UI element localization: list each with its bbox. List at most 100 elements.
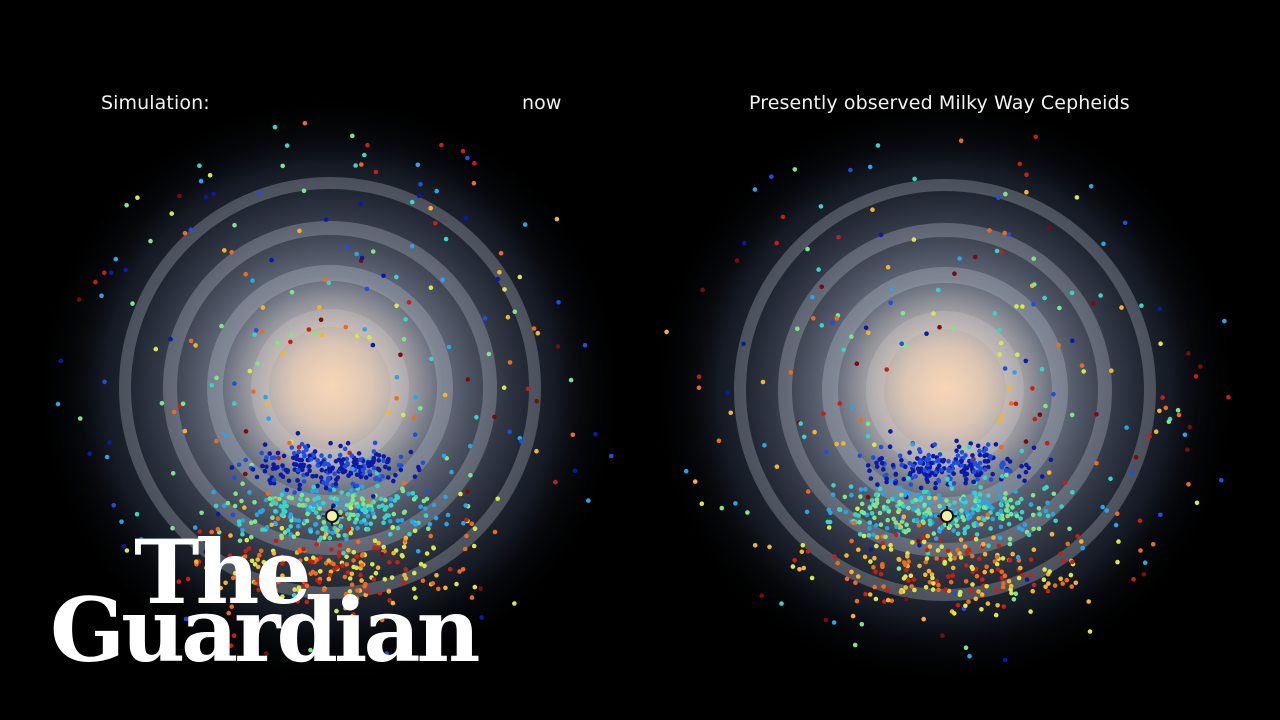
cepheid-point — [337, 452, 343, 458]
cepheid-point — [849, 538, 854, 544]
cepheid-point — [1116, 539, 1121, 544]
cepheid-point — [396, 463, 402, 468]
cepheid-point — [998, 444, 1004, 450]
cepheid-point — [398, 467, 404, 473]
cepheid-point — [255, 577, 260, 583]
cepheid-point — [395, 559, 400, 565]
cepheid-point — [1009, 401, 1014, 406]
cepheid-point — [243, 471, 248, 477]
cepheid-point — [1011, 597, 1017, 602]
cepheid-point — [692, 479, 698, 484]
cepheid-point — [866, 533, 872, 538]
cepheid-point — [169, 211, 174, 216]
cepheid-point — [1053, 518, 1058, 524]
cepheid-point — [77, 416, 83, 421]
cepheid-point — [1036, 526, 1042, 532]
cepheid-point — [177, 404, 183, 409]
cepheid-point — [371, 511, 376, 516]
cepheid-point — [463, 503, 469, 508]
cepheid-point — [878, 486, 883, 492]
cepheid-point — [254, 512, 260, 517]
cepheid-point — [978, 485, 983, 490]
cepheid-point — [1059, 504, 1064, 509]
cepheid-point — [915, 456, 920, 461]
cepheid-point — [280, 573, 285, 578]
cepheid-point — [664, 329, 669, 335]
cepheid-point — [311, 502, 316, 508]
cepheid-point — [923, 559, 929, 565]
cepheid-point — [1060, 581, 1065, 586]
cepheid-point — [916, 492, 921, 498]
cepheid-point — [231, 633, 237, 638]
cepheid-point — [278, 504, 284, 509]
cepheid-point — [967, 514, 973, 520]
cepheid-point — [318, 475, 324, 480]
cepheid-point — [871, 532, 876, 537]
cepheid-point — [767, 544, 772, 550]
cepheid-point — [834, 441, 839, 447]
cepheid-point — [449, 469, 454, 475]
cepheid-point — [243, 548, 249, 554]
cepheid-point — [428, 285, 434, 291]
cepheid-point — [364, 589, 370, 594]
cepheid-point — [907, 461, 913, 466]
cepheid-point — [383, 497, 388, 503]
cepheid-point — [345, 440, 351, 446]
cepheid-point — [762, 443, 767, 448]
cepheid-point — [255, 361, 260, 366]
cepheid-point — [327, 535, 333, 541]
cepheid-point — [908, 482, 914, 487]
cepheid-point — [232, 503, 238, 509]
cepheid-point — [790, 564, 796, 569]
cepheid-point — [284, 143, 290, 148]
cepheid-point — [244, 537, 250, 543]
cepheid-point — [401, 412, 406, 418]
cepheid-point — [291, 455, 296, 461]
cepheid-point — [507, 429, 512, 435]
cepheid-point — [168, 336, 173, 342]
cepheid-point — [873, 596, 879, 602]
cepheid-point — [976, 498, 982, 504]
cepheid-point — [322, 461, 328, 466]
cepheid-point — [188, 227, 194, 232]
cepheid-point — [326, 280, 332, 286]
cepheid-point — [240, 531, 245, 537]
cepheid-point — [999, 413, 1005, 419]
cepheid-point — [881, 599, 887, 604]
cepheid-point — [180, 401, 186, 407]
cepheid-point — [223, 580, 228, 586]
cepheid-point — [402, 480, 407, 486]
cepheid-point — [278, 472, 284, 478]
cepheid-point — [844, 576, 850, 582]
cepheid-point — [273, 596, 278, 601]
cepheid-point — [857, 532, 863, 537]
cepheid-point — [358, 201, 364, 206]
cepheid-point — [878, 232, 884, 238]
cepheid-point — [280, 463, 285, 468]
cepheid-point — [859, 501, 865, 507]
cepheid-point — [333, 481, 339, 487]
cepheid-point — [153, 346, 159, 352]
cepheid-point — [1186, 351, 1191, 356]
cepheid-point — [346, 547, 351, 553]
cepheid-point — [372, 440, 378, 446]
cepheid-point — [742, 240, 747, 246]
cepheid-point — [874, 497, 880, 502]
cepheid-point — [792, 558, 797, 563]
cepheid-point — [964, 563, 969, 568]
cepheid-point — [1023, 439, 1029, 444]
cepheid-point — [402, 572, 407, 578]
cepheid-point — [311, 484, 317, 490]
cepheid-point — [943, 587, 948, 592]
cepheid-point — [349, 614, 355, 619]
cepheid-point — [1101, 241, 1106, 247]
cepheid-point — [102, 270, 107, 276]
cepheid-point — [332, 471, 337, 477]
cepheid-point — [289, 332, 294, 338]
cepheid-point — [799, 549, 805, 555]
cepheid-point — [280, 594, 285, 599]
cepheid-point — [978, 522, 984, 527]
cepheid-point — [276, 455, 281, 461]
cepheid-point — [403, 535, 409, 541]
cepheid-point — [918, 485, 924, 491]
